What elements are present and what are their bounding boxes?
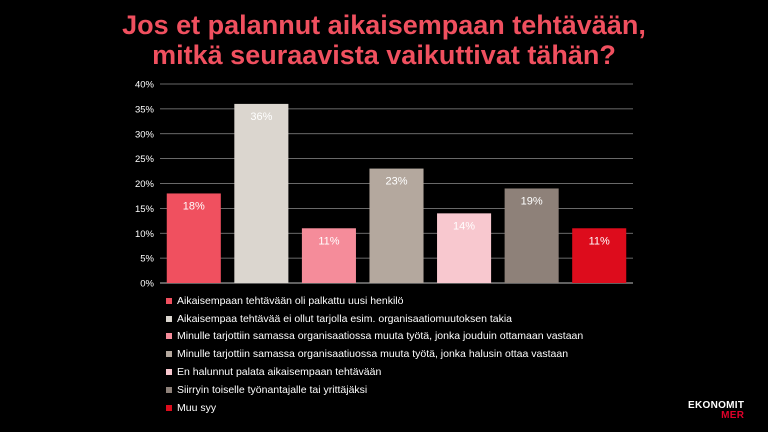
y-tick-label: 20% xyxy=(135,179,155,190)
bar xyxy=(504,188,559,283)
legend-swatch xyxy=(166,369,172,376)
legend-label: Minulle tarjottiin samassa organisaatiuo… xyxy=(177,348,569,361)
bar-data-label: 19% xyxy=(521,195,543,207)
legend-item: Siirryin toiselle työnantajalle tai yrit… xyxy=(166,381,583,399)
bar xyxy=(572,228,627,283)
bar xyxy=(437,213,492,283)
ekonomit-logo: EKONOMIT MER xyxy=(688,401,744,421)
logo-text-line-2: MER xyxy=(721,410,745,421)
bar xyxy=(166,193,221,283)
bar-data-label: 14% xyxy=(453,220,475,232)
bar-data-label: 23% xyxy=(385,176,407,188)
legend-label: Aikaisempaan tehtävään oli palkattu uusi… xyxy=(177,294,404,307)
legend-label: Aikaisempaa tehtävää ei ollut tarjolla e… xyxy=(177,312,513,325)
legend-label: Muu syy xyxy=(177,401,217,414)
bar-data-label: 18% xyxy=(183,200,205,212)
y-tick-label: 10% xyxy=(135,229,155,240)
legend-swatch xyxy=(166,333,172,340)
legend-item: Aikaisempaa tehtävää ei ollut tarjolla e… xyxy=(166,310,583,328)
bar xyxy=(301,228,356,283)
bar-data-label: 11% xyxy=(589,235,610,247)
legend-swatch xyxy=(166,404,172,411)
legend-item: Minulle tarjottiin samassa organisaatios… xyxy=(166,328,583,346)
legend-swatch xyxy=(166,297,172,304)
y-tick-label: 30% xyxy=(135,129,155,140)
legend-item: Aikaisempaan tehtävään oli palkattu uusi… xyxy=(166,292,583,310)
legend-swatch xyxy=(166,386,172,393)
bar xyxy=(369,168,424,283)
y-tick-label: 0% xyxy=(140,279,154,290)
chart-title-line-2: mitkä seuraavista vaikuttivat tähän? xyxy=(152,40,616,70)
legend-item: Minulle tarjottiin samassa organisaatiuo… xyxy=(166,345,583,363)
y-tick-label: 40% xyxy=(135,80,155,91)
legend-label: Minulle tarjottiin samassa organisaatios… xyxy=(177,330,584,343)
legend-label: Siirryin toiselle työnantajalle tai yrit… xyxy=(177,383,368,396)
y-tick-label: 5% xyxy=(140,254,154,265)
chart-legend: Aikaisempaan tehtävään oli palkattu uusi… xyxy=(166,292,583,417)
chart-title-line-1: Jos et palannut aikaisempaan tehtävään, xyxy=(122,10,646,40)
bar-data-label: 36% xyxy=(250,111,272,123)
y-tick-label: 25% xyxy=(135,154,155,165)
legend-swatch xyxy=(166,351,172,358)
y-tick-label: 15% xyxy=(135,204,155,215)
bar-data-label: 11% xyxy=(318,235,339,247)
legend-item: Muu syy xyxy=(166,399,583,417)
legend-swatch xyxy=(166,315,172,322)
legend-item: En halunnut palata aikaisempaan tehtävää… xyxy=(166,363,583,381)
bar xyxy=(234,103,289,284)
logo-text-line-1: EKONOMIT xyxy=(688,400,745,411)
legend-label: En halunnut palata aikaisempaan tehtävää… xyxy=(177,366,382,379)
chart-title: Jos et palannut aikaisempaan tehtävään, … xyxy=(0,10,768,70)
y-tick-label: 35% xyxy=(135,104,155,115)
